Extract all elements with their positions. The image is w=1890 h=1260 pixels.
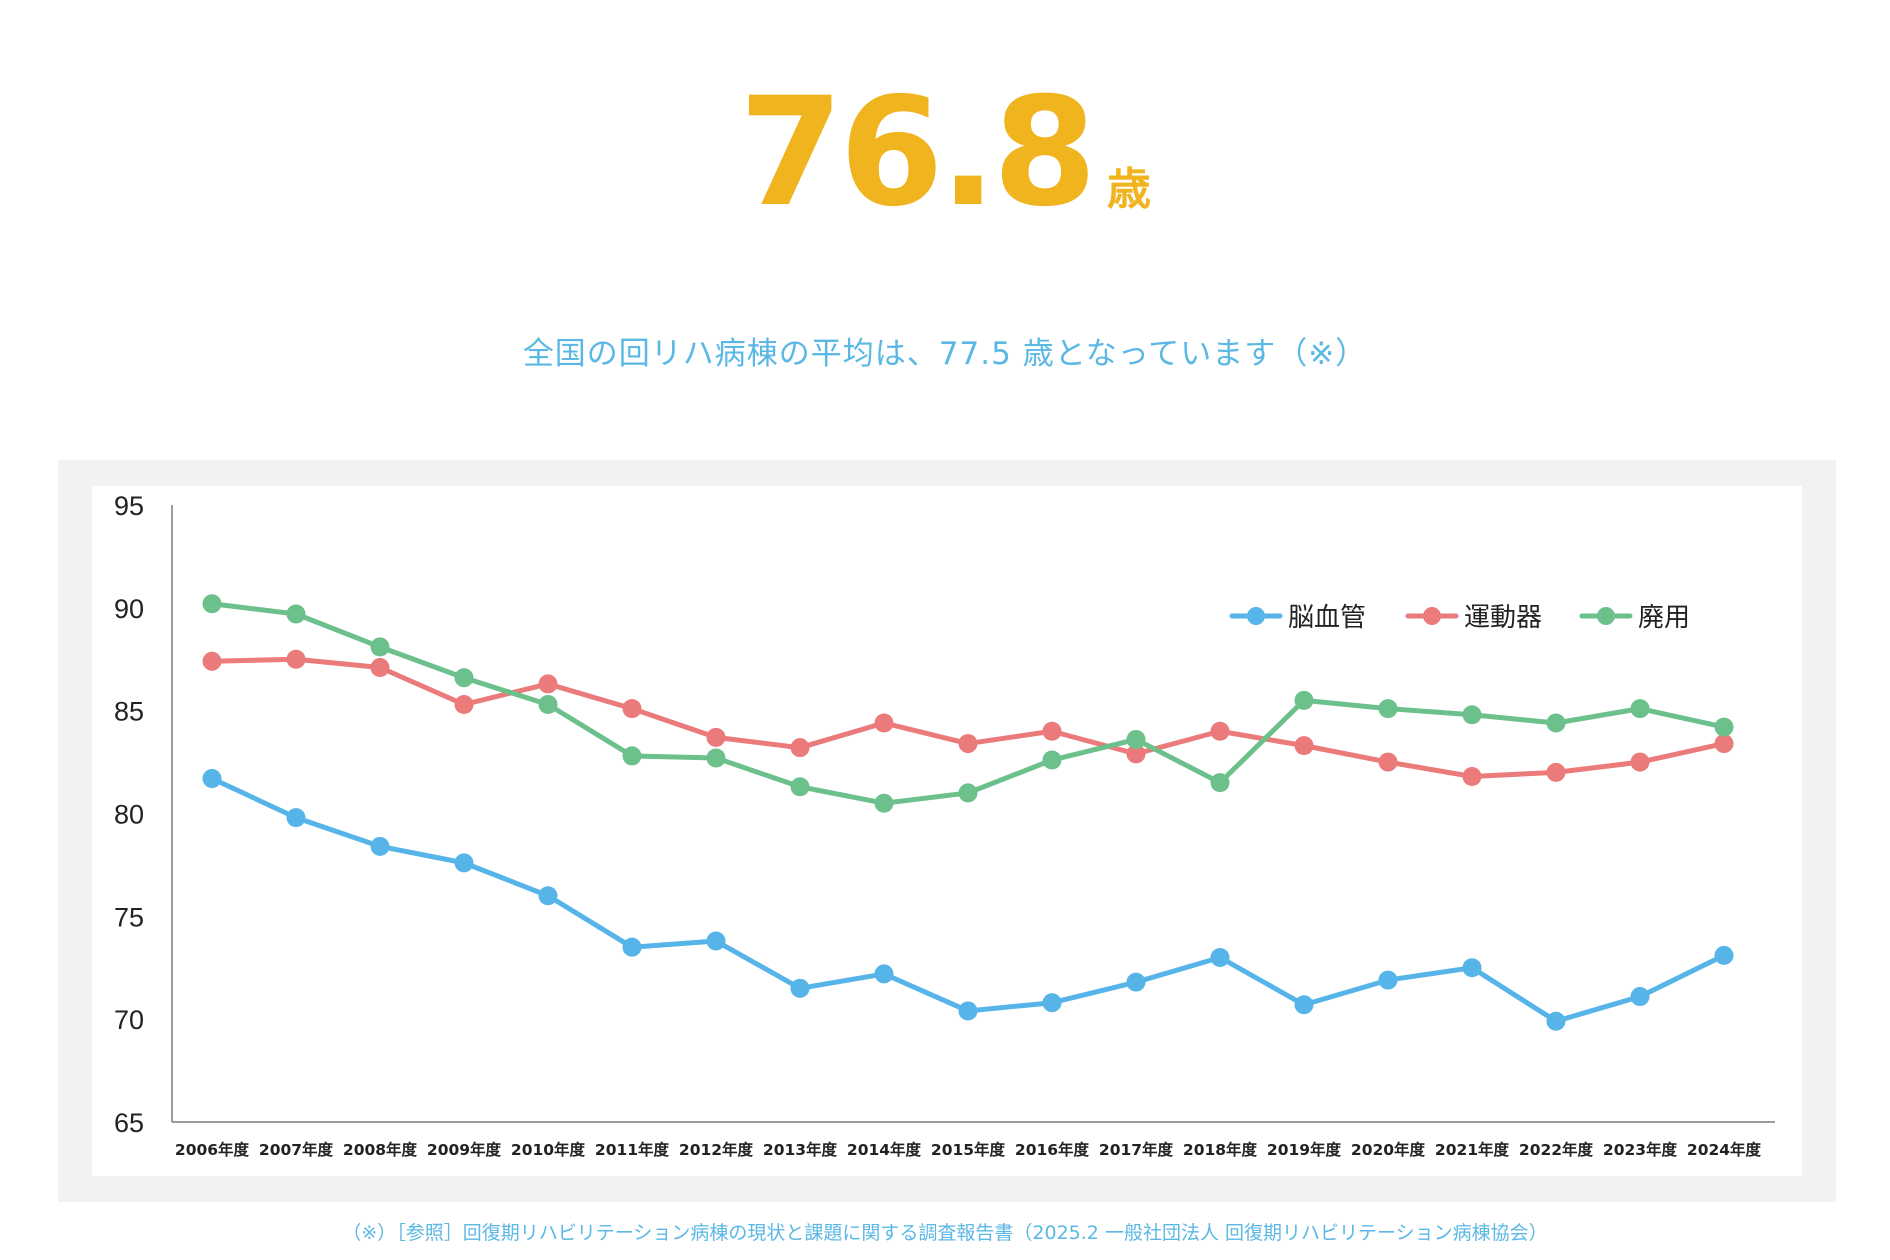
x-tick-label: 2017年度 xyxy=(1099,1140,1174,1159)
data-point xyxy=(1126,744,1146,764)
data-point xyxy=(1378,970,1398,990)
data-point xyxy=(1630,752,1650,772)
legend-label: 廃用 xyxy=(1638,603,1690,633)
chart-frame: 65 70 75 80 85 90 95 2006年度 2007年度 2008年度 2009年度 20… xyxy=(58,460,1836,1202)
data-point xyxy=(1714,717,1734,737)
data-point xyxy=(286,808,306,828)
legend-label: 脳血管 xyxy=(1288,603,1366,633)
x-tick-label: 2022年度 xyxy=(1519,1140,1594,1159)
x-tick-label: 2007年度 xyxy=(259,1140,334,1159)
legend-marker xyxy=(1597,607,1615,625)
x-tick-label: 2023年度 xyxy=(1603,1140,1678,1159)
data-point xyxy=(958,783,978,803)
x-tick-label: 2015年度 xyxy=(931,1140,1006,1159)
x-tick-label: 2018年度 xyxy=(1183,1140,1258,1159)
data-point xyxy=(1042,721,1062,741)
data-point xyxy=(370,836,390,856)
data-point xyxy=(1462,705,1482,725)
data-point xyxy=(1462,766,1482,786)
data-point xyxy=(1378,752,1398,772)
y-tick-label: 90 xyxy=(114,594,144,624)
data-point xyxy=(622,699,642,719)
data-point xyxy=(538,886,558,906)
data-point xyxy=(1714,734,1734,754)
data-point xyxy=(1546,713,1566,733)
x-tick-label: 2014年度 xyxy=(847,1140,922,1159)
data-point xyxy=(706,727,726,747)
data-point xyxy=(202,651,222,671)
legend-label: 運動器 xyxy=(1464,603,1542,633)
x-tick-label: 2012年度 xyxy=(679,1140,754,1159)
x-tick-label: 2019年度 xyxy=(1267,1140,1342,1159)
reference-footnote: （※）［参照］回復期リハビリテーション病棟の現状と課題に関する調査報告書（202… xyxy=(342,1222,1548,1244)
data-point xyxy=(1294,736,1314,756)
data-point xyxy=(706,748,726,768)
data-point xyxy=(454,694,474,714)
national-average-note: 全国の回リハ病棟の平均は、77.5 歳となっています（※） xyxy=(522,336,1368,372)
data-point xyxy=(538,694,558,714)
data-point xyxy=(370,657,390,677)
series-line-0 xyxy=(209,776,1727,1024)
data-point xyxy=(790,978,810,998)
data-point xyxy=(958,1001,978,1021)
data-point xyxy=(1546,1011,1566,1031)
average-age-unit: 歳 xyxy=(1107,164,1152,215)
data-point xyxy=(1126,972,1146,992)
legend-marker xyxy=(1423,607,1441,625)
line-chart: 65 70 75 80 85 90 95 2006年度 2007年度 2008年度 2009年度 20… xyxy=(114,491,1775,1159)
data-point xyxy=(1210,947,1230,967)
data-point xyxy=(370,637,390,657)
x-tick-label: 2024年度 xyxy=(1687,1140,1762,1159)
data-point xyxy=(1294,995,1314,1015)
y-tick-label: 95 xyxy=(114,491,144,521)
data-point xyxy=(706,931,726,951)
x-tick-label: 2009年度 xyxy=(427,1140,502,1159)
data-point xyxy=(874,793,894,813)
x-tick-label: 2010年度 xyxy=(511,1140,586,1159)
data-point xyxy=(286,649,306,669)
data-point xyxy=(790,777,810,797)
data-point xyxy=(1294,690,1314,710)
average-age-display: 76.8 歳 xyxy=(0,78,1890,228)
data-point xyxy=(1378,699,1398,719)
x-tick-label: 2013年度 xyxy=(763,1140,838,1159)
x-tick-label: 2021年度 xyxy=(1435,1140,1510,1159)
data-point xyxy=(874,964,894,984)
average-age-value: 76.8 xyxy=(738,66,1097,240)
y-tick-label: 65 xyxy=(114,1108,144,1138)
y-tick-label: 70 xyxy=(114,1005,144,1035)
data-point xyxy=(874,713,894,733)
data-point xyxy=(622,746,642,766)
x-tick-label: 2016年度 xyxy=(1015,1140,1090,1159)
data-point xyxy=(1462,958,1482,978)
x-tick-label: 2011年度 xyxy=(595,1140,670,1159)
data-point xyxy=(958,734,978,754)
y-tick-label: 85 xyxy=(114,697,144,727)
data-point xyxy=(790,738,810,758)
data-point xyxy=(1630,987,1650,1007)
x-tick-label: 2006年度 xyxy=(175,1140,250,1159)
y-tick-label: 75 xyxy=(114,902,144,932)
data-point xyxy=(622,937,642,957)
x-tick-label: 2020年度 xyxy=(1351,1140,1426,1159)
data-point xyxy=(1126,729,1146,749)
data-point xyxy=(454,668,474,688)
data-point xyxy=(454,853,474,873)
data-point xyxy=(202,594,222,614)
data-point xyxy=(1714,945,1734,965)
chart-panel: 65 70 75 80 85 90 95 2006年度 2007年度 2008年度 2009年度 20… xyxy=(92,486,1802,1176)
data-point xyxy=(1210,773,1230,793)
x-tick-label: 2008年度 xyxy=(343,1140,418,1159)
data-point xyxy=(1042,993,1062,1013)
y-tick-label: 80 xyxy=(114,800,144,830)
data-point xyxy=(1210,721,1230,741)
data-point xyxy=(286,604,306,624)
data-point xyxy=(1630,699,1650,719)
data-point xyxy=(202,769,222,789)
data-point xyxy=(1546,762,1566,782)
data-point xyxy=(538,674,558,694)
legend-marker xyxy=(1247,607,1265,625)
data-point xyxy=(1042,750,1062,770)
